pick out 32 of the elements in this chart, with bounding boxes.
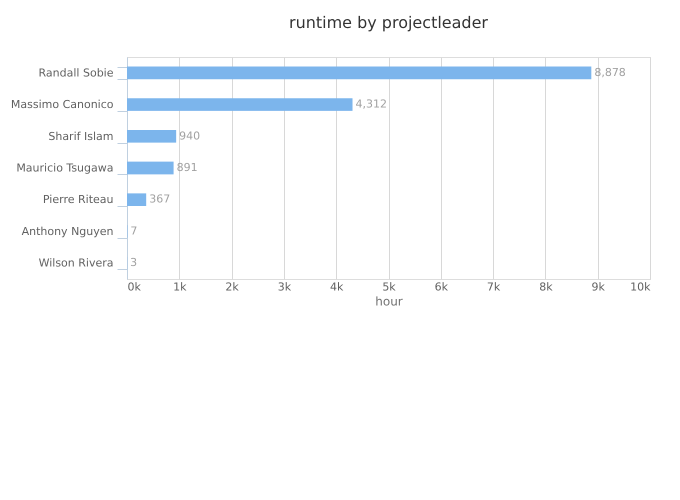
data-label: 367 bbox=[149, 192, 170, 206]
data-label: 4,312 bbox=[356, 98, 388, 111]
x-axis-title: hour bbox=[375, 294, 403, 308]
y-tick-label: Wilson Rivera bbox=[38, 256, 114, 270]
x-tick-label: 6k bbox=[434, 280, 449, 294]
bar bbox=[127, 162, 174, 174]
x-tick-label: 8k bbox=[539, 280, 554, 294]
x-tick-label: 9k bbox=[592, 280, 606, 294]
data-label: 7 bbox=[130, 224, 138, 238]
data-label: 8,878 bbox=[594, 66, 626, 79]
y-tick-label: Sharif Islam bbox=[48, 130, 114, 143]
bar bbox=[127, 66, 592, 80]
bar bbox=[127, 130, 176, 143]
x-tick-label: 5k bbox=[382, 280, 396, 294]
x-tick-label: 3k bbox=[278, 280, 292, 294]
data-label: 940 bbox=[179, 129, 200, 142]
data-label: 3 bbox=[130, 256, 138, 270]
data-label: 891 bbox=[176, 161, 198, 174]
chart-title: runtime by projectleader bbox=[288, 13, 488, 32]
x-tick-label: 0k bbox=[128, 280, 142, 294]
bar bbox=[127, 193, 146, 206]
x-tick-label: 2k bbox=[225, 280, 240, 294]
x-tick-label: 10k bbox=[630, 280, 652, 294]
y-tick-label: Mauricio Tsugawa bbox=[16, 162, 114, 174]
y-tick-label: Massimo Canonico bbox=[10, 98, 114, 112]
x-tick-label: 1k bbox=[173, 280, 188, 294]
x-tick-label: 7k bbox=[486, 280, 501, 294]
y-tick-label: Pierre Riteau bbox=[42, 193, 114, 206]
y-tick-label: Randall Sobie bbox=[38, 66, 114, 80]
bar bbox=[127, 98, 353, 111]
x-tick-label: 4k bbox=[330, 280, 344, 294]
y-tick-label: Anthony Nguyen bbox=[22, 224, 114, 238]
